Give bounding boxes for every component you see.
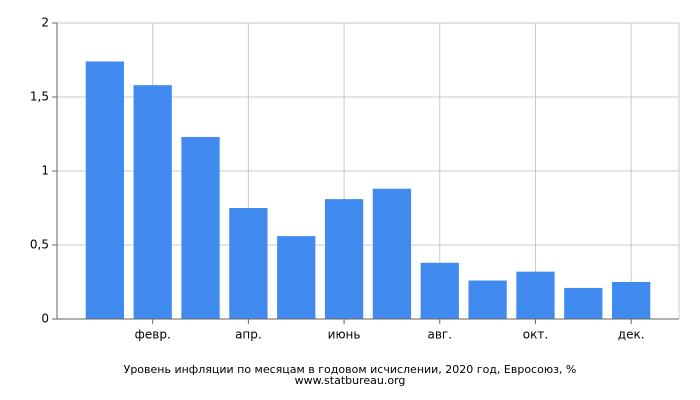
chart-source: www.statbureau.org xyxy=(295,374,406,387)
bar xyxy=(229,208,268,319)
bar xyxy=(181,136,220,319)
bar xyxy=(324,199,364,319)
bar xyxy=(85,61,124,319)
bar xyxy=(516,271,555,319)
chart-title: Уровень инфляции по месяцам в годовом ис… xyxy=(124,363,577,376)
bar xyxy=(564,287,603,319)
x-tick-label: дек. xyxy=(618,328,645,342)
bar xyxy=(277,236,316,319)
y-tick-label: 0,5 xyxy=(30,238,49,252)
x-tick-label: июнь xyxy=(328,328,361,342)
y-tick-label: 2 xyxy=(41,16,49,30)
bar xyxy=(468,280,507,319)
x-tick-label: авг. xyxy=(427,328,452,342)
x-tick-label: окт. xyxy=(523,328,548,342)
x-tick-label: февр. xyxy=(135,328,171,342)
y-tick-label: 1,5 xyxy=(30,90,49,104)
bar xyxy=(612,282,651,319)
y-tick-label: 1 xyxy=(41,164,49,178)
bar xyxy=(372,188,412,319)
bar xyxy=(133,85,172,319)
x-tick-label: апр. xyxy=(235,328,262,342)
y-tick-label: 0 xyxy=(41,312,49,326)
bar xyxy=(420,262,459,319)
